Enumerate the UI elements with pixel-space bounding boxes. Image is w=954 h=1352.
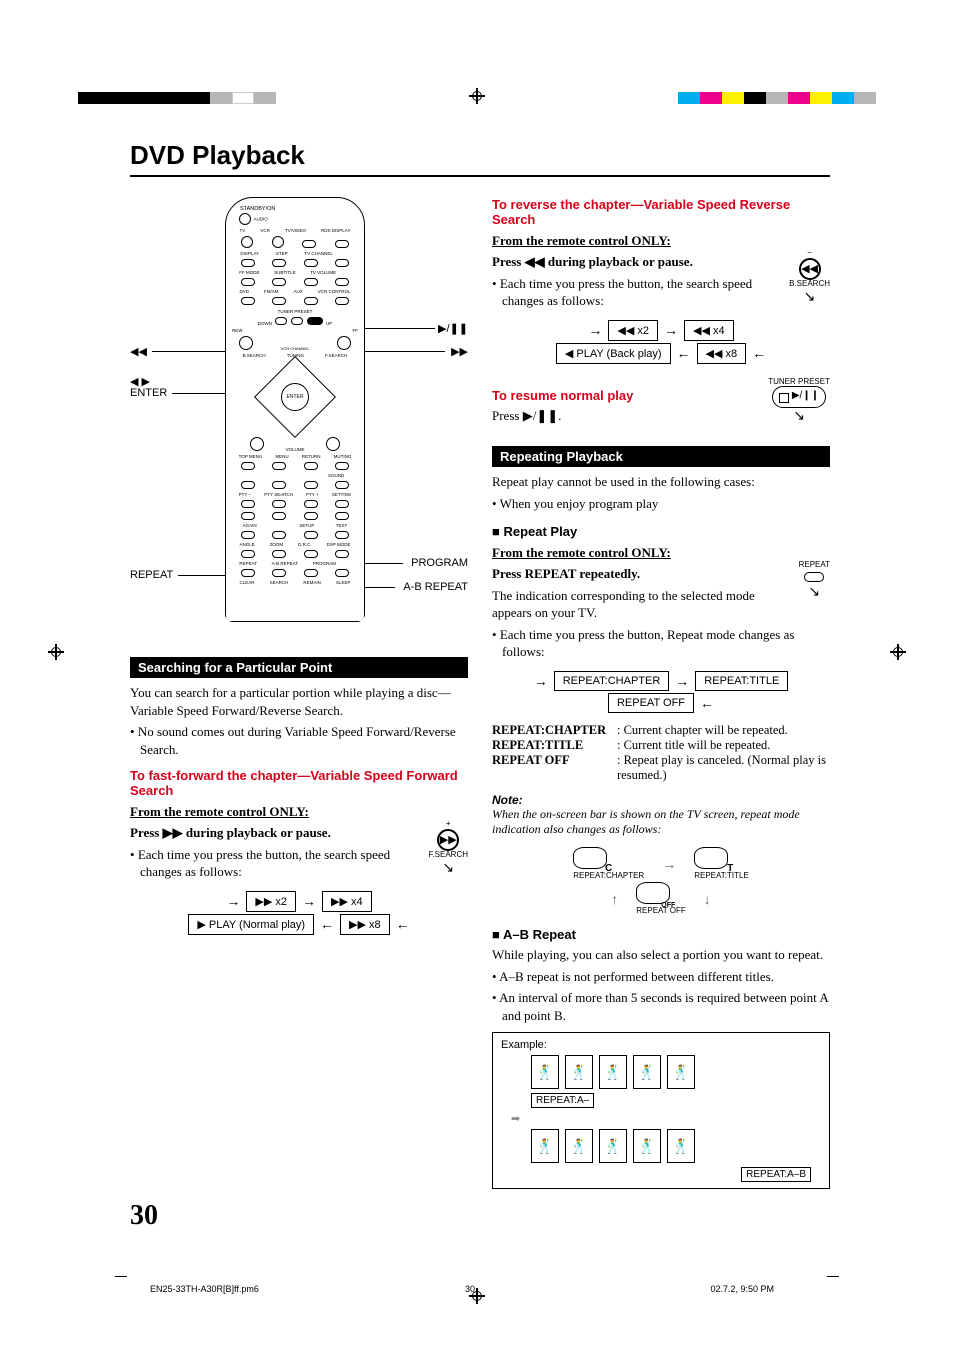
fwd-flow: →▶▶ x2 →▶▶ x4 ▶ PLAY (Normal play)← ▶▶ x…: [130, 891, 468, 935]
rev-search-head: To reverse the chapter—Variable Speed Re…: [492, 197, 830, 227]
title-rule: [130, 175, 830, 177]
remote-diagram: ◀◀ ◀ ▶ ENTER REPEAT ▶/❚❚ ▶▶ PROGRAM A-B …: [130, 197, 468, 637]
crosshair-left: [48, 644, 64, 660]
callout-play-pause: ▶/❚❚: [438, 322, 468, 335]
section-searching: Searching for a Particular Point: [130, 657, 468, 678]
callout-ff: ▶▶: [451, 345, 468, 358]
search-intro-bullet: • No sound comes out during Variable Spe…: [140, 723, 468, 758]
callout-rew: ◀◀: [130, 345, 147, 358]
remote-only-2: From the remote control ONLY:: [492, 233, 830, 249]
fwd-each: • Each time you press the button, the se…: [140, 846, 468, 881]
repeat-intro: Repeat play cannot be used in the follow…: [492, 473, 830, 491]
rev-press: Press ◀◀ during playback or pause.: [492, 253, 830, 271]
ab-b2: • An interval of more than 5 seconds is …: [502, 989, 830, 1024]
footer-page: 30: [465, 1284, 475, 1294]
registration-bar-right: [678, 92, 876, 104]
note-body: When the on-screen bar is shown on the T…: [492, 807, 830, 837]
remote-audio-label: AUDIO: [254, 216, 268, 221]
remote-only-1: From the remote control ONLY:: [130, 804, 468, 820]
resume-icon: TUNER PRESET ↘: [768, 378, 830, 424]
ab-b1: • A–B repeat is not performed between di…: [502, 968, 830, 986]
repeat-press: Press REPEAT repeatedly.: [492, 565, 830, 583]
footer-file: EN25-33TH-A30R[B]ff.pm6: [150, 1284, 259, 1294]
resume-body: Press ▶/❚❚.: [492, 407, 752, 425]
fsearch-icon: + ▶▶ F.SEARCH ↘: [428, 820, 468, 875]
callout-repeat: REPEAT: [130, 569, 173, 581]
rev-each: • Each time you press the button, the se…: [502, 275, 830, 310]
search-intro: You can search for a particular portion …: [130, 684, 468, 719]
page-content: DVD Playback ◀◀ ◀ ▶ ENTER REPEAT ▶/❚❚ ▶▶…: [130, 140, 830, 1189]
repeat-indicator-diagram: C REPEAT:CHAPTER → T REPEAT:TITLE ↑ OFF …: [492, 847, 830, 915]
repeat-icon: REPEAT ↘: [799, 561, 830, 599]
registration-bar-left: [78, 92, 276, 104]
remote-body: STANDBY/ON AUDIO TVVCRTV/VIDEORDS DISPLA…: [225, 197, 365, 622]
repeat-desc: The indication corresponding to the sele…: [492, 587, 830, 622]
callout-program: PROGRAM: [411, 557, 468, 569]
rev-flow: →◀◀ x2 →◀◀ x4 ◀ PLAY (Back play)← ◀◀ x8←: [492, 320, 830, 364]
repeat-play-head: Repeat Play: [492, 524, 830, 539]
page-number: 30: [130, 1200, 158, 1232]
repeat-flow: →REPEAT:CHAPTER →REPEAT:TITLE REPEAT OFF…: [492, 671, 830, 713]
right-column: To reverse the chapter—Variable Speed Re…: [492, 197, 830, 1189]
callout-ab-repeat: A-B REPEAT: [403, 581, 468, 593]
page-title: DVD Playback: [130, 140, 830, 171]
footer-date: 02.7.2, 9:50 PM: [710, 1284, 774, 1294]
repeat-each: • Each time you press the button, Repeat…: [502, 626, 830, 661]
bsearch-icon: − ◀◀ B.SEARCH ↘: [789, 249, 830, 304]
note-head: Note:: [492, 793, 830, 807]
left-column: ◀◀ ◀ ▶ ENTER REPEAT ▶/❚❚ ▶▶ PROGRAM A-B …: [130, 197, 468, 1189]
repeat-intro-bullet: • When you enjoy program play: [502, 495, 830, 513]
repeat-definitions: REPEAT:CHAPTER: Current chapter will be …: [492, 723, 830, 783]
resume-head: To resume normal play: [492, 388, 752, 403]
fwd-search-head: To fast-forward the chapter—Variable Spe…: [130, 768, 468, 798]
remote-only-3: From the remote control ONLY:: [492, 545, 830, 561]
ab-example: Example: 🕺🕺🕺🕺🕺 REPEAT:A– ➡ 🕺🕺🕺🕺🕺 REPEAT:…: [492, 1032, 830, 1189]
crosshair-top: [469, 88, 485, 104]
ab-repeat-head: A–B Repeat: [492, 927, 830, 942]
fwd-press: Press ▶▶ during playback or pause.: [130, 824, 468, 842]
callout-enter: ENTER: [130, 387, 167, 399]
crosshair-right: [890, 644, 906, 660]
section-repeating: Repeating Playback: [492, 446, 830, 467]
remote-enter-button: ENTER: [281, 383, 309, 411]
remote-preset-label: TUNER PRESET: [232, 309, 358, 314]
ab-intro: While playing, you can also select a por…: [492, 946, 830, 964]
